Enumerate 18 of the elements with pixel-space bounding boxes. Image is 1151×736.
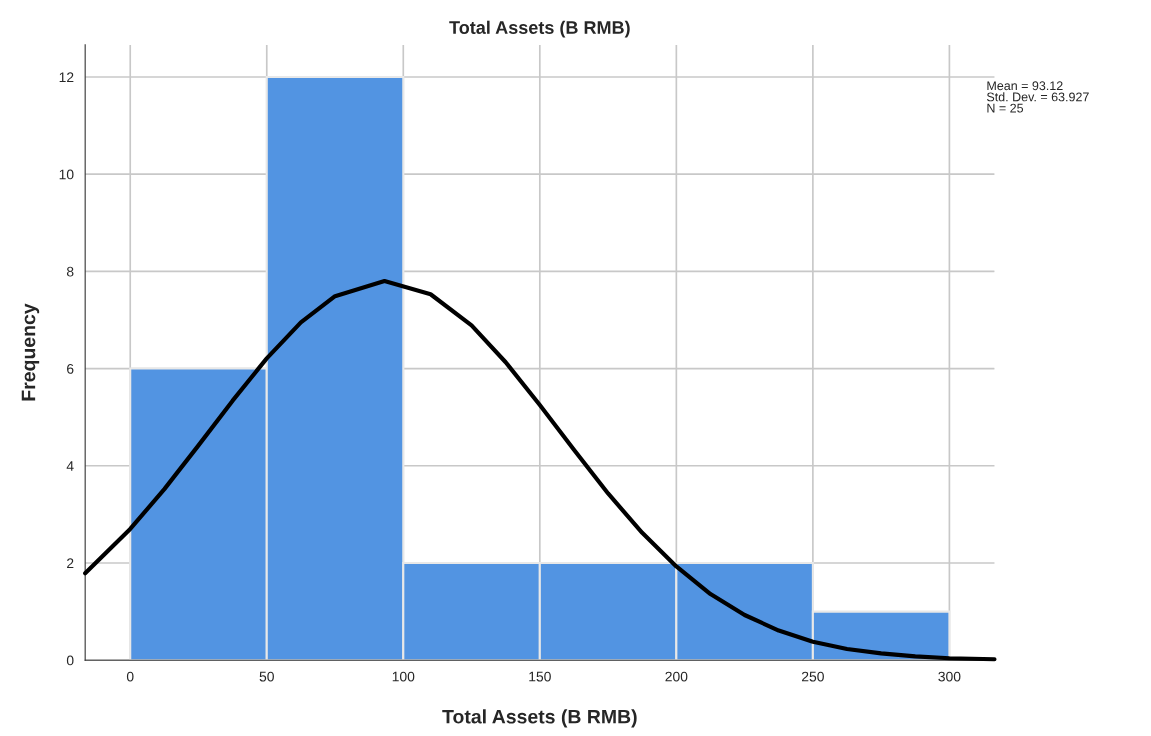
- x-tick-label: 0: [126, 671, 134, 682]
- y-tick-label: 12: [59, 72, 74, 83]
- y-tick-label: 0: [66, 655, 74, 666]
- x-tick-label: 50: [259, 671, 274, 682]
- y-tick-label: 8: [66, 266, 74, 277]
- x-axis-title: Total Assets (B RMB): [442, 709, 637, 728]
- annotation: Mean = 93.12 Std. Dev. = 63.927 N = 25: [986, 81, 1089, 113]
- x-tick-label: 300: [938, 671, 961, 682]
- x-tick-label: 150: [529, 671, 551, 682]
- y-axis-title: Frequency: [21, 303, 40, 401]
- y-tick-label: 4: [66, 461, 74, 471]
- y-tick-label: 2: [67, 558, 74, 569]
- chart-title: Total Assets (B RMB): [449, 20, 630, 38]
- x-tick-label: 100: [392, 671, 415, 682]
- y-tick-label: 10: [59, 169, 74, 180]
- x-tick-label: 200: [665, 671, 688, 682]
- y-tick-label: 6: [67, 363, 74, 374]
- x-tick-label: 250: [801, 671, 824, 682]
